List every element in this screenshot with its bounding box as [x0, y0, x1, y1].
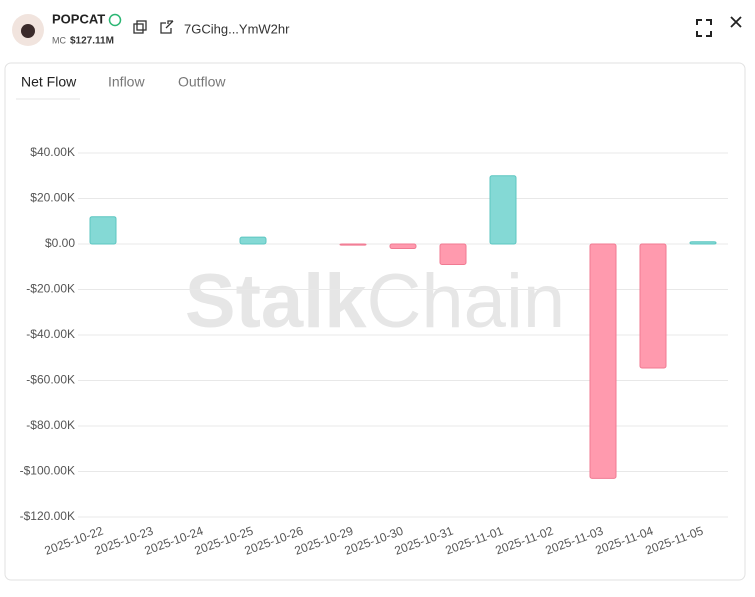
tab-active[interactable]: Net Flow [21, 74, 77, 90]
tab[interactable]: Outflow [178, 74, 226, 90]
y-tick-label: -$100.00K [20, 464, 75, 478]
token-name: POPCAT [52, 11, 105, 26]
copy-icon[interactable] [133, 23, 144, 34]
y-tick-label: -$20.00K [26, 282, 75, 296]
expand-icon[interactable] [696, 19, 712, 37]
watermark-bold: Stalk [185, 259, 367, 344]
verified-icon [108, 13, 122, 27]
y-tick-label: $20.00K [30, 191, 75, 205]
address[interactable]: 7GCihg...YmW2hr [184, 21, 290, 36]
close-icon[interactable] [730, 16, 742, 28]
bar [339, 243, 367, 246]
bar [389, 243, 417, 250]
bar [439, 243, 467, 265]
watermark-light: Chain [367, 259, 566, 344]
bar [589, 243, 617, 479]
y-tick-label: $40.00K [30, 145, 75, 159]
mc-value: $127.11M [70, 36, 114, 47]
bar [89, 216, 117, 245]
external-link-icon[interactable] [160, 20, 174, 34]
watermark: StalkChain [185, 259, 565, 344]
bar [239, 236, 267, 245]
tab[interactable]: Inflow [108, 74, 145, 90]
mc-label: MC [52, 35, 66, 45]
copy-icon-back [136, 20, 147, 31]
bar [639, 243, 667, 369]
bar [489, 175, 517, 245]
avatar-face [21, 24, 35, 38]
bar [689, 241, 717, 245]
y-tick-label: -$60.00K [26, 373, 75, 387]
chart-card [4, 62, 746, 581]
y-tick-label: $0.00 [45, 236, 75, 250]
y-tick-label: -$40.00K [26, 327, 75, 341]
y-tick-label: -$80.00K [26, 418, 75, 432]
y-tick-label: -$120.00K [20, 509, 75, 523]
